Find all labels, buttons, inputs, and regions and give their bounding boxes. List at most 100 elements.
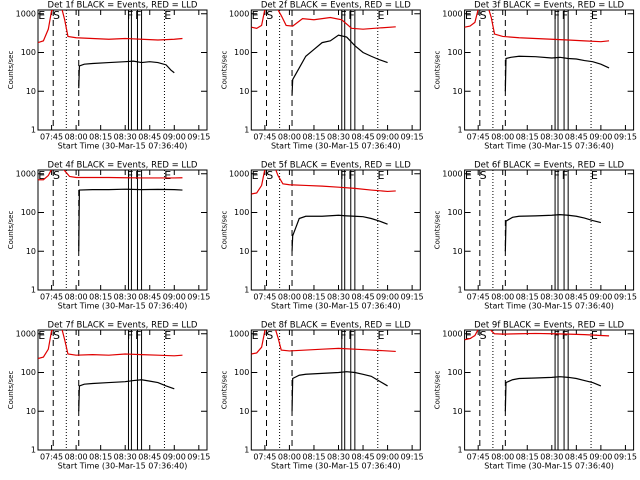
x-tick-label: 07:45 (467, 133, 490, 142)
x-tick-label: 08:00 (491, 453, 514, 462)
x-tick-label: 07:45 (253, 293, 276, 302)
marker-label: E (38, 329, 45, 342)
plot-frame (464, 9, 635, 131)
y-tick-label: 100 (447, 48, 462, 57)
x-tick-label: 08:15 (302, 133, 325, 142)
data-line (291, 371, 388, 412)
marker-label: E (252, 169, 259, 182)
y-tick-label: 1 (244, 446, 249, 455)
y-tick-label: 1 (244, 126, 249, 135)
marker-label: F (348, 169, 354, 182)
x-tick-label: 08:45 (352, 453, 375, 462)
y-tick-label: 10 (26, 247, 36, 256)
data-line (504, 376, 602, 412)
x-tick-label: 08:00 (65, 133, 88, 142)
panel: Det 9f BLACK = Events, RED = LLD Start Ti… (434, 321, 637, 471)
y-tick-label: 1000 (229, 329, 249, 338)
x-tick-label: 08:00 (65, 293, 88, 302)
x-tick-label: 09:15 (401, 133, 424, 142)
x-tick-label: 08:30 (327, 293, 350, 302)
y-axis-label: Counts/sec (7, 371, 15, 410)
x-tick-label: 08:30 (114, 453, 137, 462)
panel: Det 5f BLACK = Events, RED = LLD Start Ti… (220, 161, 423, 311)
x-tick-label: 08:45 (565, 293, 588, 302)
x-tick-label: 09:00 (589, 133, 612, 142)
marker-label: S (480, 9, 487, 22)
x-axis-label: Start Time (30-Mar-15 07:36:40) (484, 462, 614, 471)
y-tick-label: 1000 (16, 169, 36, 178)
x-tick-label: 08:30 (540, 133, 563, 142)
panel-title: Det 4f BLACK = Events, RED = LLD (48, 161, 198, 171)
y-axis-label: Counts/sec (220, 371, 228, 410)
plot-frame (250, 329, 421, 451)
data-line (78, 188, 183, 252)
marker-label: F (340, 329, 346, 342)
marker-label: F (340, 169, 346, 182)
y-axis-label: Counts/sec (220, 51, 228, 90)
marker-label: E (465, 329, 472, 342)
marker-label: E (38, 9, 45, 22)
y-tick-label: 100 (447, 208, 462, 217)
y-tick-label: 100 (447, 368, 462, 377)
x-tick-label: 08:30 (540, 453, 563, 462)
data-line (78, 60, 175, 89)
y-tick-label: 1 (244, 286, 249, 295)
y-tick-label: 10 (452, 87, 462, 96)
marker-label: F (340, 9, 346, 22)
marker-label: F (562, 329, 568, 342)
x-tick-label: 08:45 (565, 453, 588, 462)
y-tick-label: 1000 (229, 9, 249, 18)
x-tick-label: 08:30 (327, 133, 350, 142)
panel-title: Det 7f BLACK = Events, RED = LLD (48, 321, 198, 331)
y-tick-label: 1000 (16, 329, 36, 338)
marker-label: E (465, 169, 472, 182)
x-tick-label: 08:00 (491, 133, 514, 142)
x-tick-label: 09:00 (376, 293, 399, 302)
y-tick-label: 10 (26, 87, 36, 96)
data-line (38, 330, 183, 360)
x-tick-label: 08:00 (278, 453, 301, 462)
y-tick-label: 10 (452, 407, 462, 416)
data-line (464, 10, 610, 43)
x-tick-label: 08:00 (491, 293, 514, 302)
x-tick-label: 07:45 (253, 133, 276, 142)
marker-label: F (127, 9, 133, 22)
panel: Det 7f BLACK = Events, RED = LLD Start Ti… (7, 321, 210, 471)
x-tick-label: 08:45 (352, 133, 375, 142)
y-axis-label: Counts/sec (434, 211, 442, 250)
data-line (464, 330, 610, 341)
data-line (251, 330, 396, 355)
marker-label: E (591, 9, 598, 22)
y-axis-label: Counts/sec (434, 371, 442, 410)
plot-frame (250, 9, 421, 131)
panel-title: Det 5f BLACK = Events, RED = LLD (261, 161, 411, 171)
panel-title: Det 1f BLACK = Events, RED = LLD (48, 1, 198, 11)
data-line (291, 214, 388, 252)
y-axis-label: Counts/sec (7, 211, 15, 250)
x-tick-label: 08:00 (278, 133, 301, 142)
x-tick-label: 08:45 (565, 133, 588, 142)
marker-label: S (53, 169, 60, 182)
x-tick-label: 09:15 (401, 293, 424, 302)
panel-title: Det 3f BLACK = Events, RED = LLD (474, 1, 624, 11)
x-axis-label: Start Time (30-Mar-15 07:36:40) (271, 462, 401, 471)
x-tick-label: 08:15 (89, 293, 112, 302)
y-tick-label: 1000 (229, 169, 249, 178)
y-axis-label: Counts/sec (220, 211, 228, 250)
x-tick-label: 08:45 (138, 453, 161, 462)
x-tick-label: 07:45 (40, 133, 63, 142)
x-tick-label: 08:45 (138, 293, 161, 302)
y-tick-label: 1 (458, 446, 463, 455)
x-axis-label: Start Time (30-Mar-15 07:36:40) (58, 462, 188, 471)
marker-label: E (252, 329, 259, 342)
x-tick-label: 07:45 (467, 293, 490, 302)
x-tick-label: 08:15 (516, 133, 539, 142)
marker-label: E (465, 9, 472, 22)
data-line (291, 34, 388, 96)
y-axis-label: Counts/sec (7, 51, 15, 90)
x-axis-label: Start Time (30-Mar-15 07:36:40) (58, 302, 188, 311)
y-tick-label: 10 (26, 407, 36, 416)
panel: Det 1f BLACK = Events, RED = LLD Start Ti… (7, 1, 210, 151)
